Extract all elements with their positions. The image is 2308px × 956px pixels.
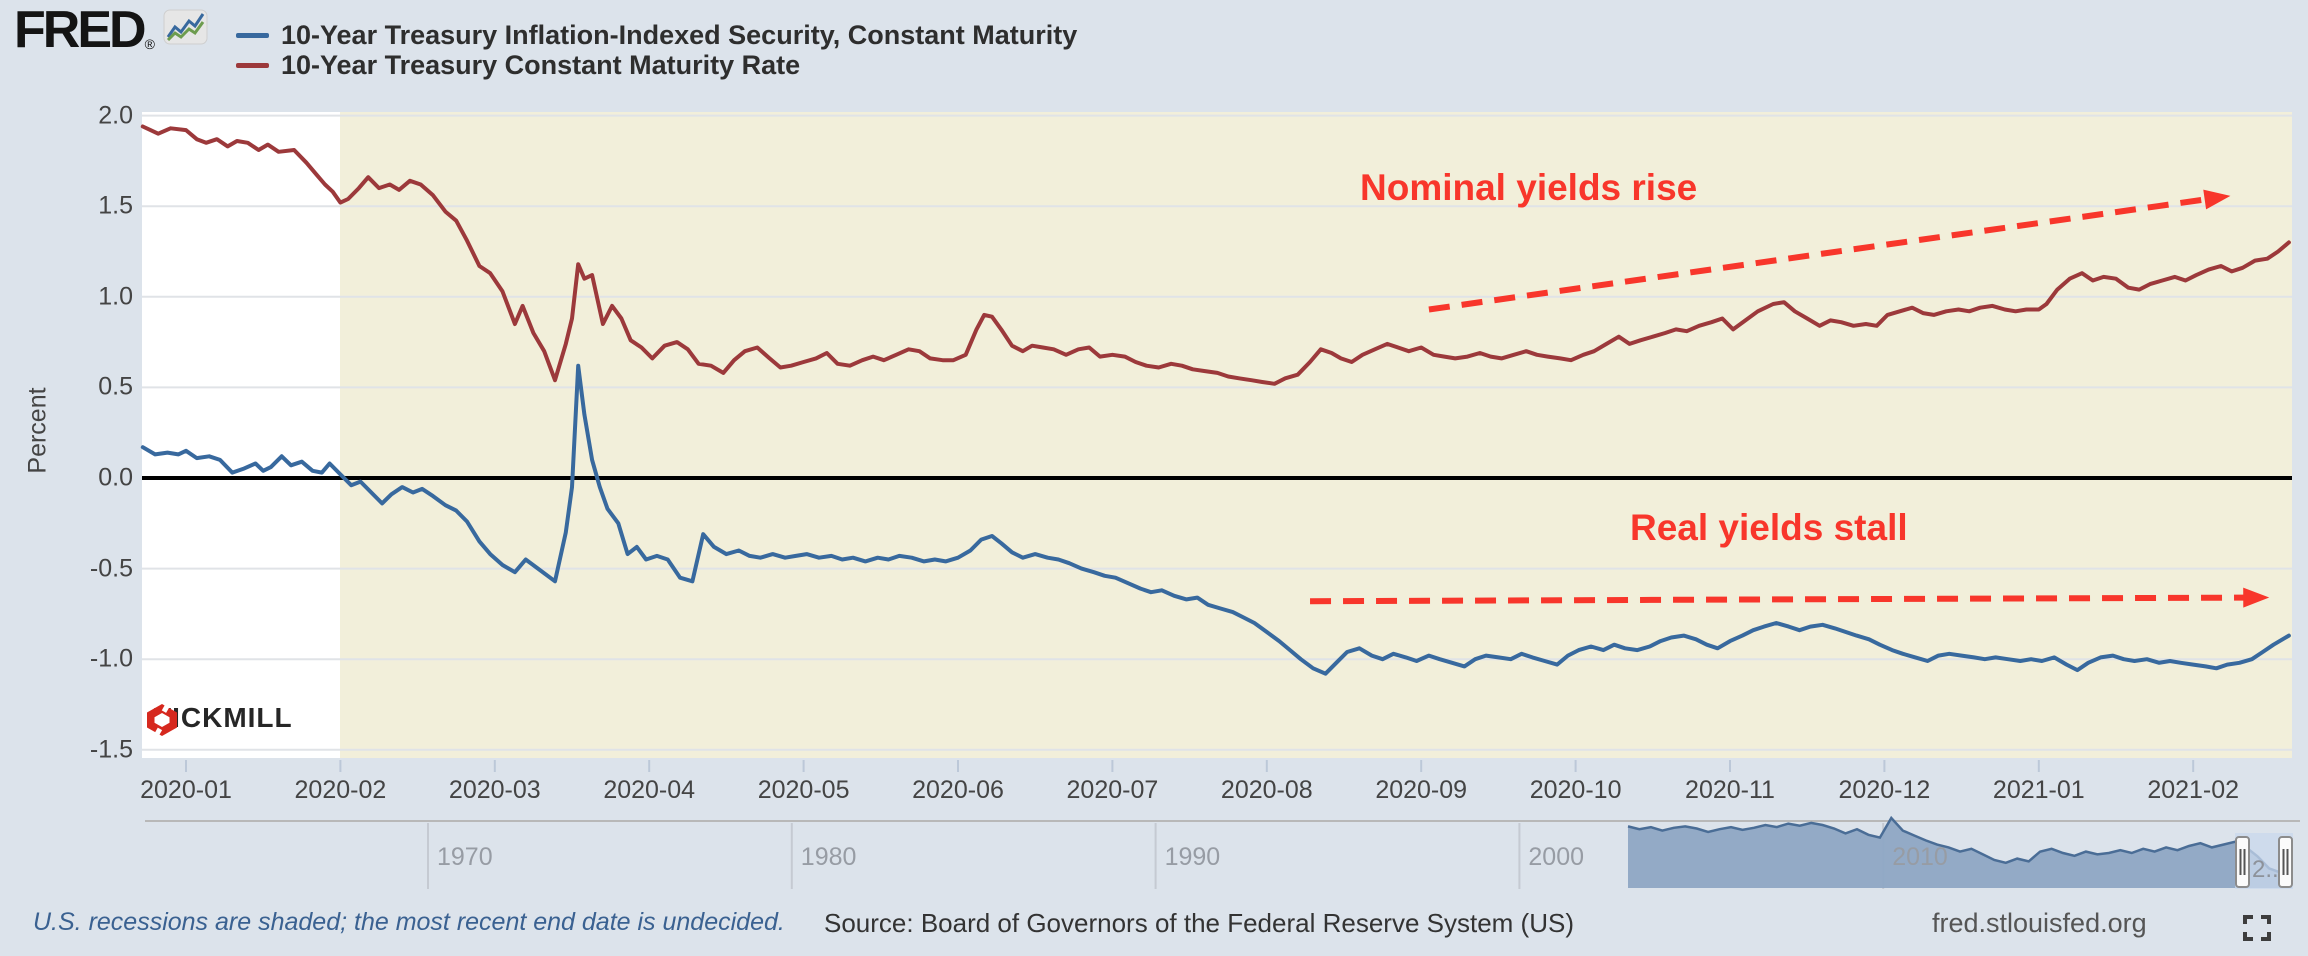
x-tick-label: 2020-01 [140, 776, 232, 804]
decade-label: 2000 [1528, 843, 1585, 871]
fred-site-link[interactable]: fred.stlouisfed.org [1932, 908, 2147, 938]
y-tick-label: 1.0 [98, 282, 133, 311]
fred-sparkline-icon [163, 9, 208, 45]
series-line [140, 124, 2291, 386]
series-line [140, 363, 2291, 676]
legend-item-real: 10-Year Treasury Inflation-Indexed Secur… [236, 20, 1077, 50]
y-axis-title: Percent [23, 387, 52, 474]
tickmill-icon [147, 702, 177, 738]
registered-mark: ® [144, 36, 155, 52]
navigator-clipped-year-label: 2.. [2252, 856, 2279, 883]
recession-note: U.S. recessions are shaded; the most rec… [33, 908, 785, 936]
decade-label: 1980 [800, 843, 857, 871]
legend-label: 10-Year Treasury Inflation-Indexed Secur… [281, 19, 1078, 50]
y-tick-label: -0.5 [89, 554, 133, 583]
x-tick-label: 2020-05 [757, 776, 850, 804]
x-tick-marks [185, 760, 2195, 772]
navigator-line [1627, 815, 2293, 874]
x-tick-label: 2021-02 [2147, 776, 2240, 804]
x-tick-label: 2020-02 [294, 776, 387, 804]
decade-label: 1970 [437, 843, 493, 871]
y-tick-label: -1.5 [89, 735, 133, 764]
x-tick-label: 2020-06 [912, 776, 1004, 804]
x-tick-label: 2020-09 [1375, 776, 1468, 804]
fred-logo: FRED ® [14, 1, 208, 59]
annotation-arrow [1310, 594, 2248, 605]
x-tick-label: 2020-03 [448, 776, 541, 804]
y-tick-label: 2.0 [98, 101, 133, 130]
annotation-arrowhead [2203, 189, 2231, 210]
navigator-handle-right[interactable] [2278, 836, 2293, 888]
x-tick-label: 2020-10 [1529, 776, 1622, 804]
annotation-arrows [1310, 189, 2270, 608]
x-tick-label: 2020-04 [603, 776, 696, 804]
y-tick-label: 0.0 [98, 463, 133, 492]
source-credit: Source: Board of Governors of the Federa… [824, 908, 1574, 938]
y-tick-label: -1.0 [89, 644, 133, 673]
x-tick-label: 2020-07 [1066, 776, 1159, 804]
decade-label: 2010 [1892, 843, 1948, 871]
data-series [140, 124, 2291, 676]
x-tick-label: 2020-08 [1220, 776, 1313, 804]
x-tick-label: 2020-11 [1685, 776, 1775, 804]
x-tick-label: 2020-12 [1838, 776, 1931, 804]
legend: 10-Year Treasury Inflation-Indexed Secur… [236, 20, 1077, 80]
y-tick-label: 0.5 [98, 372, 133, 401]
annotation-nominal-yields: Nominal yields rise [1360, 167, 1698, 208]
navigator-preview-chart[interactable] [1627, 815, 2293, 888]
legend-swatch-blue [236, 32, 269, 38]
y-tick-label: 1.5 [98, 191, 133, 220]
x-tick-label: 2021-01 [1992, 776, 2085, 804]
fullscreen-icon[interactable] [2243, 915, 2271, 941]
legend-swatch-red [236, 62, 269, 68]
legend-item-nominal: 10-Year Treasury Constant Maturity Rate [236, 50, 1077, 80]
navigator-area[interactable] [1628, 818, 2292, 888]
fred-wordmark: FRED [14, 1, 147, 59]
decade-label: 1990 [1164, 843, 1221, 871]
tickmill-watermark: TICKMILL [144, 702, 293, 738]
legend-label: 10-Year Treasury Constant Maturity Rate [281, 49, 801, 80]
annotation-real-yields: Real yields stall [1630, 507, 1908, 548]
navigator-handle-left[interactable] [2235, 836, 2250, 888]
recession-shading [340, 112, 2292, 758]
annotation-arrowhead [2243, 587, 2270, 608]
